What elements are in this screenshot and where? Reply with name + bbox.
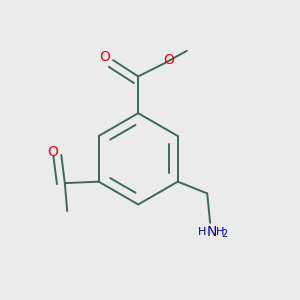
Text: 2: 2 bbox=[221, 229, 227, 239]
Text: O: O bbox=[100, 50, 110, 64]
Text: O: O bbox=[47, 145, 58, 159]
Text: O: O bbox=[164, 52, 175, 67]
Text: H: H bbox=[198, 227, 206, 237]
Text: N: N bbox=[206, 225, 217, 239]
Text: H: H bbox=[216, 227, 224, 237]
